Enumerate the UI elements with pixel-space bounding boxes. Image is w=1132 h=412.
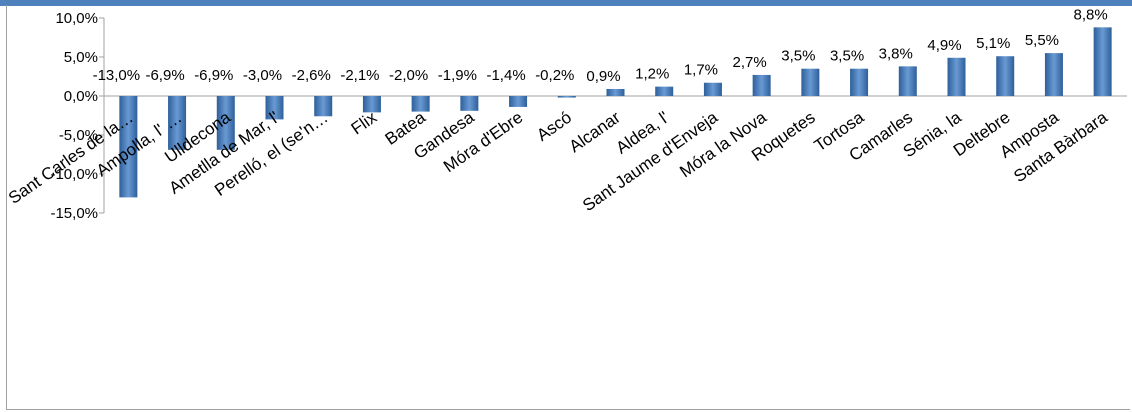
y-tick-label: 10,0%	[55, 10, 98, 27]
chart-frame	[6, 5, 1130, 410]
bar	[314, 96, 333, 117]
bar-series	[119, 27, 1112, 198]
data-label: 0,9%	[586, 68, 620, 85]
y-tick-label: 5,0%	[64, 49, 98, 66]
data-label: 1,7%	[684, 62, 718, 79]
data-label: -0,2%	[535, 67, 574, 84]
data-label: 1,2%	[635, 66, 669, 83]
bar	[752, 74, 771, 96]
data-label: 3,5%	[781, 48, 815, 65]
bar	[655, 86, 674, 96]
y-axis: 10,0% 5,0% 0,0% -5,0% -10,0% -15,0%	[50, 10, 105, 222]
bar	[1044, 53, 1063, 96]
bar	[509, 96, 528, 107]
top-accent-bar	[0, 0, 1132, 6]
bar	[362, 96, 381, 113]
data-label: 2,7%	[733, 54, 767, 71]
data-label: -6,9%	[145, 67, 184, 84]
bar	[606, 88, 625, 96]
data-label: -1,9%	[438, 67, 477, 84]
category-labels: Sant Carles de la…Ampolla, l' …Ulldecona…	[5, 107, 1111, 215]
data-label: -1,4%	[486, 67, 525, 84]
data-label: 8,8%	[1074, 6, 1108, 23]
bar	[411, 96, 430, 112]
y-tick-label: 0,0%	[64, 88, 98, 105]
data-label: -3,0%	[243, 67, 282, 84]
bar	[460, 96, 479, 111]
data-labels: -13,0% -6,9% -6,9% -3,0% -2,6% -2,1% -2,0% -1,9…	[93, 6, 1108, 85]
data-label: -2,0%	[389, 67, 428, 84]
data-label: 4,9%	[927, 37, 961, 54]
data-label: 5,5%	[1025, 32, 1059, 49]
bar	[216, 96, 235, 150]
bar	[168, 96, 187, 150]
data-label: -13,0%	[93, 67, 141, 84]
y-tick-label: -5,0%	[59, 127, 98, 144]
data-label: 3,8%	[879, 45, 913, 62]
data-label: 3,5%	[830, 48, 864, 65]
data-label: -6,9%	[194, 67, 233, 84]
data-label: 5,1%	[976, 35, 1010, 52]
category-label: Alcanar	[566, 108, 624, 157]
bar	[947, 57, 966, 96]
data-label: -2,6%	[292, 67, 331, 84]
y-tick-label: -15,0%	[50, 205, 98, 222]
bar	[119, 96, 138, 198]
bar	[898, 66, 917, 96]
bar	[1093, 27, 1112, 96]
bar	[557, 96, 576, 98]
bar	[801, 68, 820, 96]
y-tick-label: -10,0%	[50, 166, 98, 183]
bar	[996, 56, 1015, 96]
bar	[703, 82, 722, 96]
bar	[850, 68, 869, 96]
data-label: -2,1%	[340, 67, 379, 84]
bar	[265, 96, 284, 120]
